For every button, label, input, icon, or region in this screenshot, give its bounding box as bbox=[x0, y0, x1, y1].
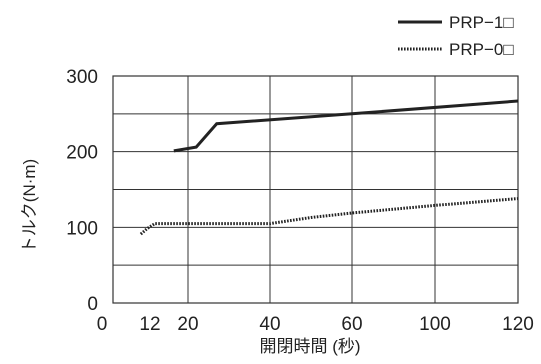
grid bbox=[112, 75, 519, 304]
series-layer bbox=[139, 99, 519, 236]
legend-label-2: PRP−0□ bbox=[449, 40, 514, 59]
y-tick-label: 0 bbox=[87, 294, 98, 315]
y-axis-title: トルク(N·m) bbox=[20, 159, 39, 253]
x-tick-label: 0 bbox=[97, 314, 108, 335]
x-tick-label: 20 bbox=[177, 314, 198, 335]
x-tick-label: 12 bbox=[139, 314, 160, 335]
series-line-2 bbox=[139, 197, 519, 236]
y-tick-label: 300 bbox=[66, 67, 98, 88]
series-line-1 bbox=[173, 99, 519, 153]
y-tick-label: 200 bbox=[66, 143, 98, 164]
legend-label-1: PRP−1□ bbox=[449, 13, 514, 32]
legend: PRP−1□ PRP−0□ bbox=[398, 13, 514, 59]
x-tick-label: 40 bbox=[259, 314, 280, 335]
x-tick-label: 60 bbox=[341, 314, 362, 335]
x-tick-label: 100 bbox=[419, 314, 451, 335]
x-axis-title: 開閉時間 (秒) bbox=[259, 337, 360, 356]
x-tick-label: 120 bbox=[502, 314, 534, 335]
y-tick-label: 100 bbox=[66, 218, 98, 239]
tick-labels: 0 100 200 300 0 12 20 40 60 100 120 bbox=[66, 67, 534, 335]
